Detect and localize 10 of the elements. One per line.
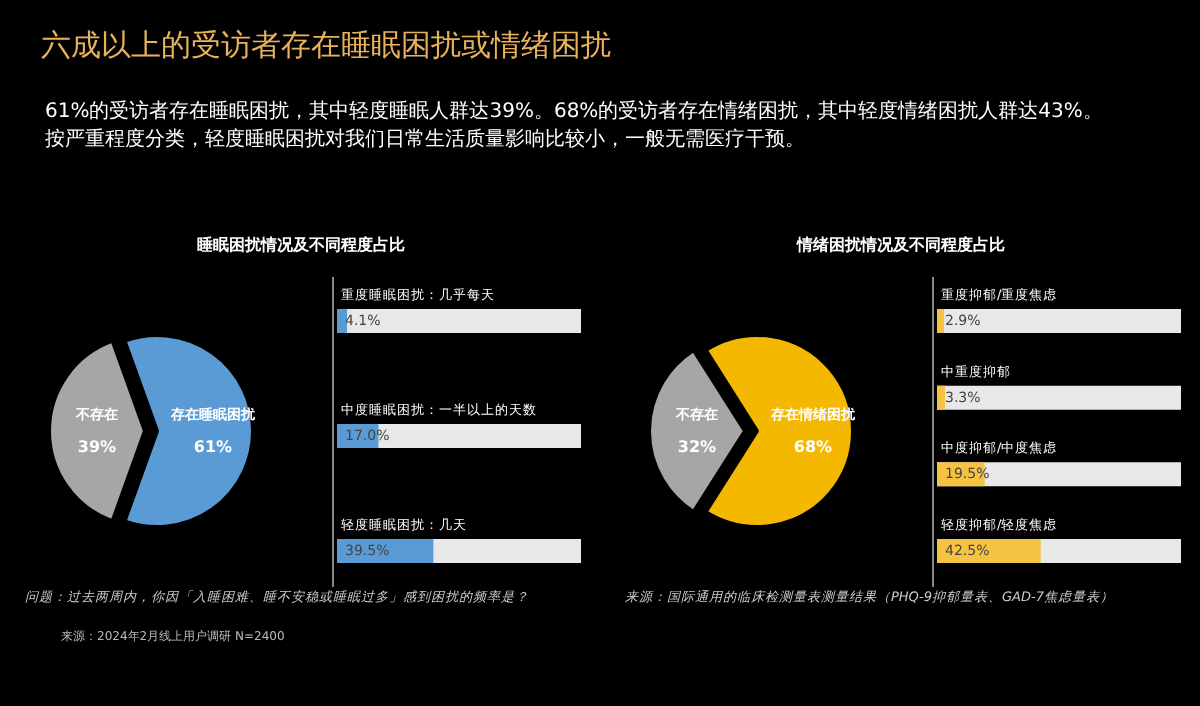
data-label: 61% — [193, 438, 233, 456]
data-label: 39% — [77, 438, 117, 456]
data-label: 68% — [793, 438, 833, 456]
text: 61%的受访者存在睡眠困扰，其中轻度睡眠人群达39%。68%的受访者存在情绪困扰，其中轻度情绪困扰人群达43%。按严重程度分类，轻度睡眠困扰对我们日常生活质量影响比较小，一般无需医疗干预。 — [45, 99, 1103, 151]
text: 睡眠困扰情况及不同程度占比 — [197, 234, 405, 254]
bar — [937, 309, 945, 333]
text: 情绪困扰情况及不同程度占比 — [795, 234, 1005, 254]
bar — [937, 385, 946, 410]
data-label: 32% — [677, 438, 717, 456]
text: 六成以上的受访者存在睡眠困扰或情绪困扰 — [41, 27, 611, 63]
